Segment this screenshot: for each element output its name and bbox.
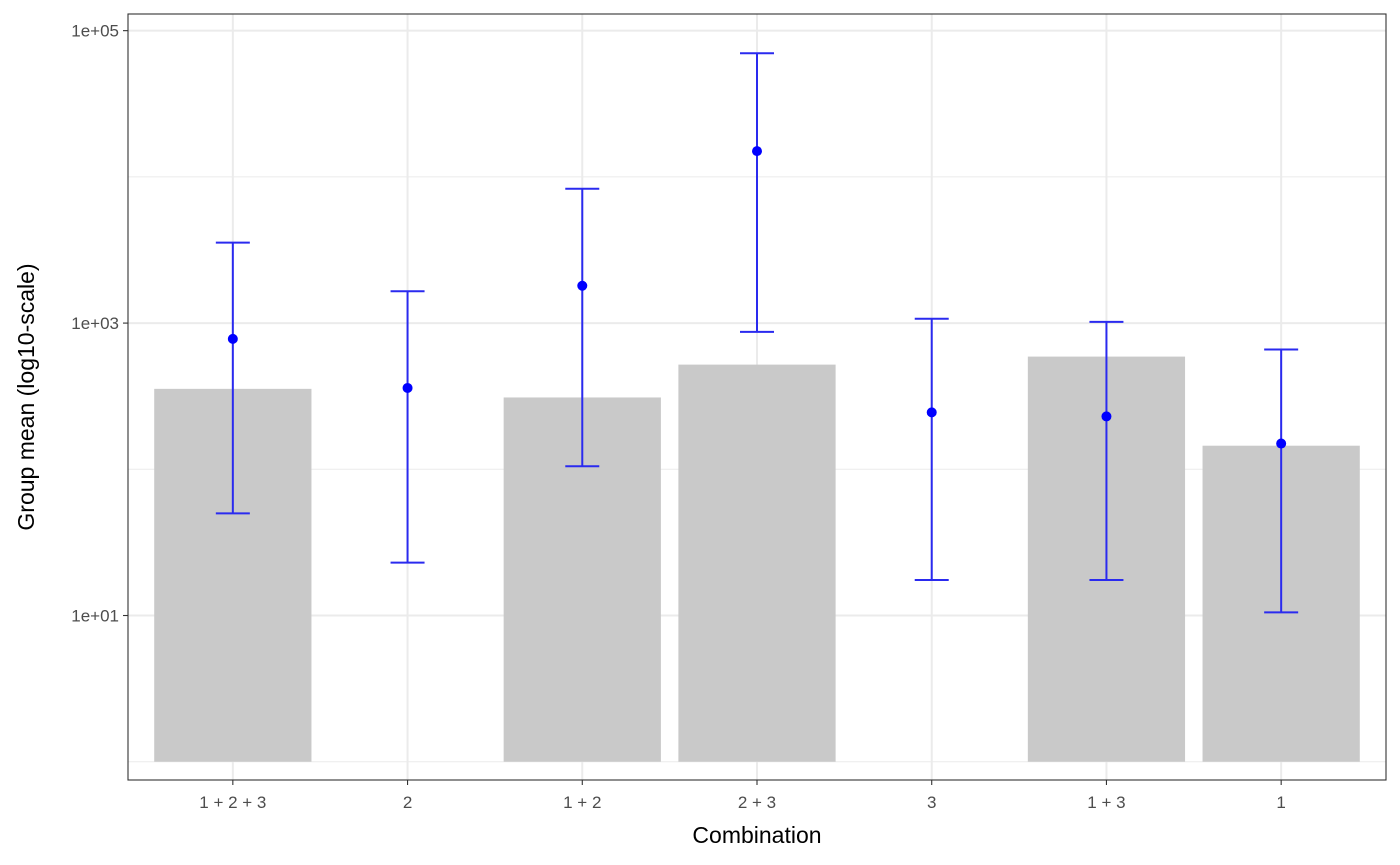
y-axis-title: Group mean (log10-scale) bbox=[13, 263, 39, 530]
x-tick-label: 3 bbox=[927, 793, 936, 812]
mean-point bbox=[752, 146, 762, 157]
axes: 1e+01 1e+03 1e+05 1 + 2 + 3 2 1 + 2 2 + 3 3 1 + … bbox=[71, 22, 1286, 812]
y-tick-label: 1e+03 bbox=[71, 314, 119, 333]
x-tick-label: 1 bbox=[1276, 793, 1285, 812]
y-tick-label: 1e+05 bbox=[71, 22, 119, 41]
mean-point bbox=[227, 333, 238, 344]
error-bars bbox=[215, 52, 1299, 614]
x-tick-label: 2 + 3 bbox=[738, 793, 776, 812]
mean-point bbox=[1276, 438, 1287, 449]
x-tick-label: 2 bbox=[403, 793, 412, 812]
x-axis-title: Combination bbox=[692, 822, 821, 848]
x-tick-label: 1 + 2 + 3 bbox=[199, 793, 266, 812]
bar bbox=[678, 364, 836, 762]
mean-point bbox=[402, 382, 413, 393]
mean-point bbox=[1101, 411, 1112, 422]
mean-point bbox=[577, 280, 588, 291]
mean-points bbox=[227, 146, 1287, 449]
x-tick-label: 1 + 3 bbox=[1087, 793, 1125, 812]
x-tick-label: 1 + 2 bbox=[563, 793, 601, 812]
y-tick-label: 1e+01 bbox=[71, 607, 119, 626]
mean-point bbox=[926, 407, 937, 418]
